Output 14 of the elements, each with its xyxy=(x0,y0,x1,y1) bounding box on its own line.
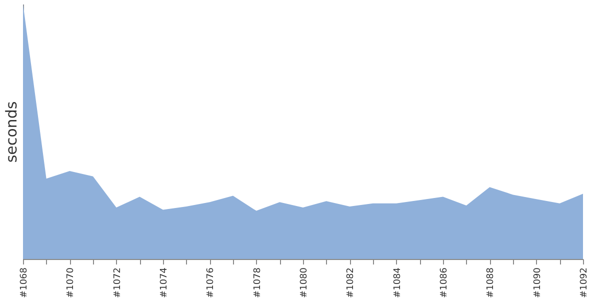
x-tick-label: #1092 xyxy=(580,268,590,298)
x-tick-label: #1074 xyxy=(160,267,170,298)
x-tick-label: #1076 xyxy=(206,267,216,298)
x-tick-label: #1072 xyxy=(112,268,123,298)
y-axis-title: seconds xyxy=(2,101,20,163)
x-tick-label: #1082 xyxy=(346,268,356,298)
x-tick-label: #1088 xyxy=(486,267,496,298)
x-tick-label: #1078 xyxy=(252,267,263,298)
x-tick-label: #1090 xyxy=(532,267,543,298)
x-tick-label: #1080 xyxy=(300,267,310,298)
x-tick-label: #1070 xyxy=(66,267,76,298)
x-tick-label: #1068 xyxy=(20,267,30,298)
x-tick-label: #1086 xyxy=(440,267,450,298)
x-tick-label: #1084 xyxy=(392,267,403,298)
